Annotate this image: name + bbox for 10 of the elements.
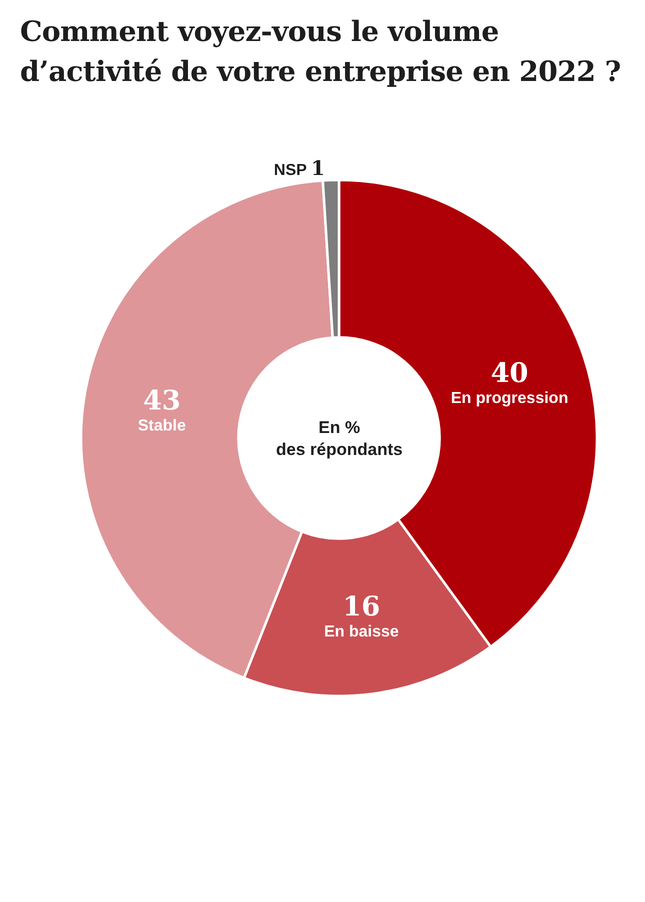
data-label: 43 xyxy=(143,386,181,417)
slice-label: Stable xyxy=(138,417,186,434)
data-label: 40 xyxy=(490,358,528,390)
text: En % des répondants xyxy=(276,418,403,460)
chart-title: Comment voyez-vous le volume d’activité de votre entreprise en 2022 ? xyxy=(20,14,621,90)
slice-label: En baisse xyxy=(324,623,399,640)
slice-label: En progression xyxy=(450,390,568,407)
data-label: 16 xyxy=(342,591,380,622)
slice-label: NSP xyxy=(274,162,307,180)
data-label: 1 xyxy=(310,156,325,180)
